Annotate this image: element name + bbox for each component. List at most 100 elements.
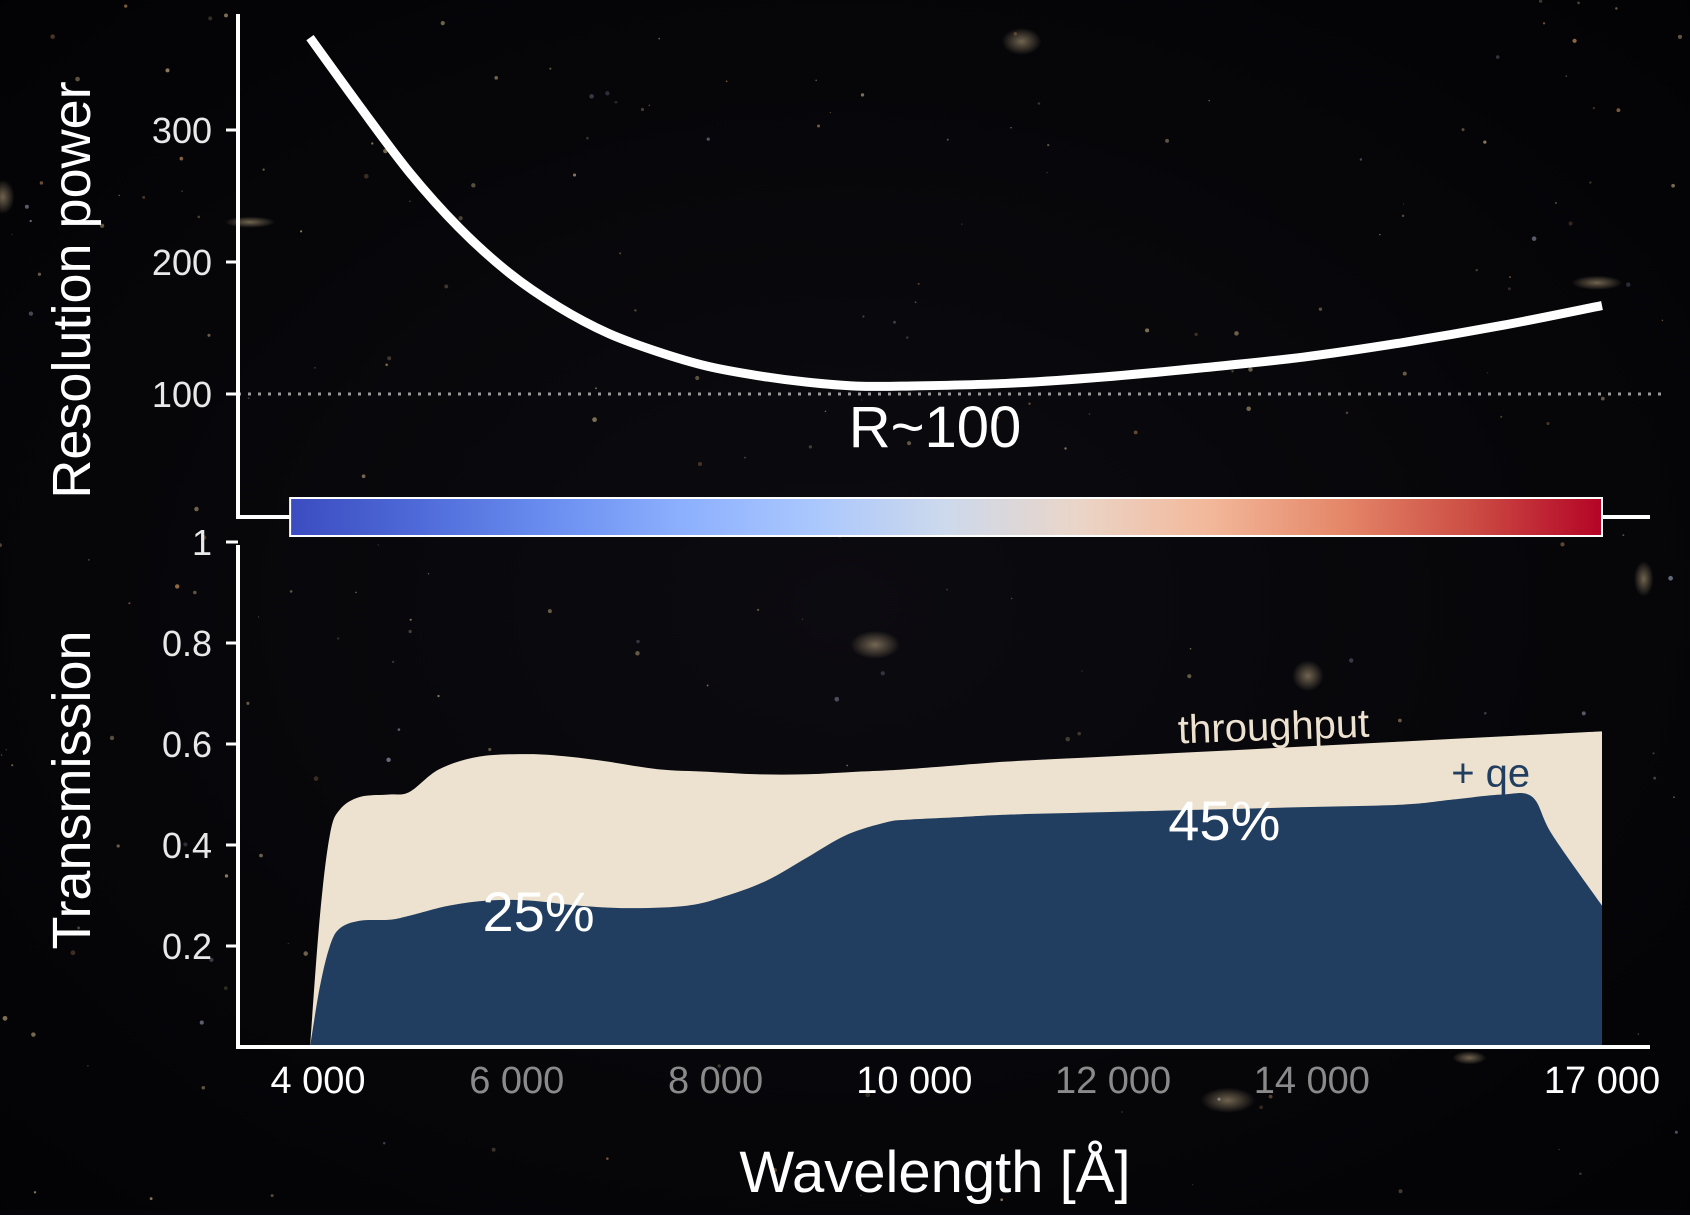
star-dot [1345, 411, 1349, 415]
star-dot [29, 219, 32, 223]
star-dot [634, 309, 637, 312]
star-dot [1661, 319, 1664, 321]
star-dot [124, 4, 128, 8]
star-dot [259, 853, 263, 858]
transmission-y-ticks: 0.2 0.4 0.6 0.8 1 [162, 522, 238, 967]
star-dot [50, 34, 55, 39]
galaxy-blob [1571, 275, 1623, 290]
star-dot [247, 397, 250, 400]
star-dot [491, 1147, 496, 1152]
star-dot [458, 216, 463, 221]
galaxy-blob [1452, 1051, 1487, 1065]
star-dot [207, 333, 211, 337]
star-dot [1010, 597, 1013, 600]
star-dot [1673, 796, 1675, 799]
star-dot [706, 684, 709, 687]
wavelength-x-tick-label: 10 000 [856, 1060, 972, 1102]
galaxy-blob [1200, 1087, 1256, 1113]
star-dot [744, 456, 746, 459]
star-dot [595, 387, 597, 390]
star-dot [1509, 276, 1511, 279]
star-dot [1507, 287, 1511, 291]
star-dot [1192, 1183, 1194, 1186]
star-dot [906, 441, 912, 446]
star-dot [142, 195, 146, 199]
star-dot [977, 409, 983, 414]
star-dot [1028, 402, 1031, 405]
star-dot [109, 735, 115, 741]
star-dot [313, 776, 319, 781]
star-dot [1348, 658, 1354, 663]
star-dot [619, 252, 622, 255]
reference-line-label: R~100 [849, 395, 1022, 460]
star-dot [961, 223, 963, 225]
star-dot [1398, 1189, 1403, 1194]
star-dot [862, 315, 865, 318]
star-dot [1402, 203, 1405, 205]
star-dot [605, 91, 610, 96]
star-dot [314, 367, 316, 369]
transmission-y-axis-label: Transmission [42, 630, 102, 949]
star-dot [1486, 372, 1489, 374]
star-dot [11, 233, 13, 236]
star-dot [589, 94, 594, 99]
star-dot [946, 138, 949, 141]
star-dot [86, 336, 90, 340]
star-dot [1231, 370, 1234, 373]
star-dot [1495, 55, 1500, 59]
wavelength-colorbar [289, 497, 1604, 537]
star-dot [1259, 1105, 1263, 1110]
star-dot [1208, 99, 1210, 102]
star-dot [24, 204, 29, 209]
star-dot [706, 137, 710, 141]
star-dot [906, 336, 909, 339]
star-dot [437, 694, 440, 698]
star-dot [860, 1194, 862, 1197]
star-dot [1674, 1130, 1678, 1134]
transmission-y-tick-label: 0.6 [162, 724, 212, 765]
star-dot [5, 748, 8, 751]
star-dot [934, 1088, 936, 1091]
star-dot [361, 474, 366, 479]
star-dot [1616, 108, 1621, 113]
star-dot [658, 37, 661, 40]
star-dot [1010, 127, 1012, 129]
star-dot [1542, 22, 1546, 25]
star-dot [1398, 718, 1402, 723]
star-dot [917, 282, 920, 285]
star-dot [635, 651, 640, 656]
star-dot [1000, 1198, 1004, 1202]
star-dot [149, 1197, 153, 1201]
star-dot [636, 639, 640, 644]
star-dot [1268, 1094, 1273, 1099]
star-dot [31, 1032, 36, 1037]
star-dot [383, 1142, 386, 1145]
star-dot [77, 926, 81, 930]
star-dot [427, 572, 430, 575]
star-dot [640, 107, 645, 111]
annotation-45-percent: 45% [1168, 789, 1280, 852]
star-dot [128, 602, 131, 605]
star-dot [471, 183, 476, 188]
star-dot [1133, 430, 1138, 435]
star-dot [75, 76, 80, 82]
star-dot [174, 584, 180, 589]
star-dot [1121, 1111, 1123, 1113]
transmission-y-tick-label: 0.4 [162, 825, 212, 866]
star-dot [397, 728, 401, 731]
star-dot [1088, 413, 1091, 415]
star-dot [223, 986, 228, 990]
star-dot [179, 156, 184, 161]
star-dot [201, 1085, 206, 1090]
star-dot [385, 363, 388, 367]
star-dot [224, 13, 228, 18]
star-dot [197, 215, 201, 219]
star-dot [717, 1064, 721, 1068]
star-dot [1318, 307, 1323, 311]
star-dot [118, 194, 120, 197]
star-dot [697, 461, 702, 467]
star-dot [0, 543, 2, 548]
star-dot [834, 696, 840, 702]
qe-series-label: + qe [1451, 751, 1530, 795]
